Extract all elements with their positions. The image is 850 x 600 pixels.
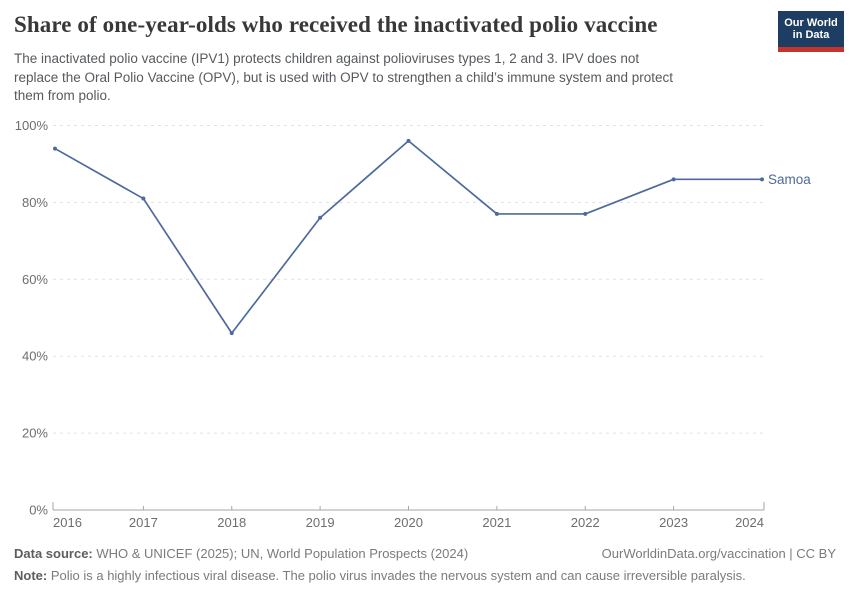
y-tick-label-60: 60% (22, 272, 48, 287)
y-tick-label-40: 40% (22, 349, 48, 364)
owid-logo-red-bar (778, 47, 844, 52)
data-source-label: Data source: (14, 546, 93, 561)
chart-subtitle: The inactivated polio vaccine (IPV1) pro… (14, 50, 673, 106)
data-point-samoa-2020[interactable] (406, 138, 411, 143)
data-point-samoa-2022[interactable] (583, 211, 588, 216)
data-source-text: WHO & UNICEF (2025); UN, World Populatio… (92, 546, 469, 561)
x-tick-label-2018: 2018 (217, 515, 246, 530)
subtitle-line-2: replace the Oral Polio Vaccine (OPV), bu… (14, 69, 674, 85)
subtitle-line-3: them from polio. (14, 88, 111, 103)
chart-title: Share of one-year-olds who received the … (14, 12, 658, 37)
entity-label-samoa[interactable]: Samoa (768, 172, 811, 187)
x-tick-label-2024: 2024 (735, 515, 764, 530)
note-line: Note: Polio is a highly infectious viral… (14, 567, 836, 584)
data-point-samoa-2017[interactable] (141, 196, 146, 201)
data-source-line: Data source: WHO & UNICEF (2025); UN, Wo… (14, 545, 468, 562)
chart-footer: Data source: WHO & UNICEF (2025); UN, Wo… (14, 545, 836, 584)
subtitle-line-1: The inactivated polio vaccine (IPV1) pro… (14, 51, 640, 66)
owid-logo-line2: in Data (792, 29, 830, 41)
data-point-samoa-2018[interactable] (229, 331, 234, 336)
x-tick-label-2019: 2019 (306, 515, 335, 530)
y-tick-label-100: 100% (15, 118, 49, 133)
x-tick-label-2016: 2016 (53, 515, 82, 530)
y-tick-label-0: 0% (29, 503, 48, 518)
y-tick-label-80: 80% (22, 195, 48, 210)
y-tick-label-20: 20% (22, 426, 48, 441)
data-point-samoa-2021[interactable] (494, 211, 499, 216)
x-tick-label-2020: 2020 (394, 515, 423, 530)
x-tick-label-2022: 2022 (571, 515, 600, 530)
data-point-samoa-2023[interactable] (671, 177, 676, 182)
data-point-samoa-2016[interactable] (53, 146, 57, 151)
x-tick-label-2023: 2023 (659, 515, 688, 530)
data-line-samoa[interactable] (54, 140, 763, 334)
owid-logo-text: Our World in Data (778, 11, 844, 47)
owid-logo[interactable]: Our World in Data (778, 11, 844, 52)
owid-logo-line1: Our World (784, 16, 838, 29)
x-tick-label-2017: 2017 (129, 515, 158, 530)
owid-license-link[interactable]: OurWorldinData.org/vaccination | CC BY (601, 546, 836, 561)
note-label: Note: (14, 568, 48, 583)
x-tick-label-2021: 2021 (482, 515, 511, 530)
note-text: Polio is a highly infectious viral disea… (47, 568, 746, 583)
data-point-samoa-2024[interactable] (760, 177, 764, 182)
data-point-samoa-2019[interactable] (318, 215, 323, 220)
